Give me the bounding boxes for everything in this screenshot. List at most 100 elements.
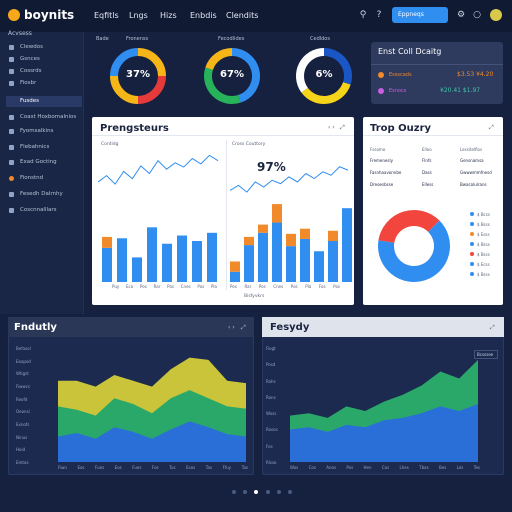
legend-label: $ Bsss — [477, 251, 490, 257]
summary-card-title: Enst Coll Dcaitg — [378, 47, 442, 56]
x-tick-label: Fos — [151, 465, 159, 470]
sidebar-item[interactable]: Gsnces — [6, 54, 82, 65]
table-row[interactable]: Fasnhaavonnbe Dass Gwwwmmfnesd — [370, 170, 492, 175]
avatar[interactable] — [490, 9, 502, 21]
sidebar-section[interactable]: Fusdes — [6, 96, 82, 107]
x-tick-label: Pla — [211, 284, 217, 289]
performance-footer: Bisfyvkrs — [244, 294, 265, 299]
row-2-dot-icon — [378, 88, 384, 94]
panel-split — [226, 140, 227, 290]
settings-icon[interactable]: ⚙ — [456, 10, 466, 20]
x-tick-label: Pos — [197, 284, 205, 289]
quality-table-header: Fssomo Elloo Lessitelflos — [370, 147, 498, 152]
bar — [314, 251, 324, 282]
bar-segment — [244, 236, 254, 246]
x-tick-label: Les — [456, 465, 464, 470]
legend-label: $ Bsss — [477, 221, 490, 227]
bar-segment — [102, 236, 112, 248]
sidebar-item[interactable]: Clewdos — [6, 42, 82, 53]
nav-item-2[interactable]: Lngs — [129, 11, 148, 20]
bar — [177, 235, 187, 282]
sidebar-item[interactable]: Exad Gocting — [6, 157, 82, 168]
line-chart-right — [230, 166, 349, 193]
frequency-y-axis: Fiogt Posd Rohs Rons Woss Rosos Fos Rlsso — [266, 346, 288, 466]
search-icon[interactable]: ⚲ — [359, 10, 367, 20]
expand-icon[interactable]: ⤢ — [340, 124, 345, 131]
bar — [258, 232, 268, 282]
sidebar-item[interactable]: Fionstnd — [6, 173, 82, 184]
bar — [272, 222, 282, 282]
y-tick-label: Woss — [266, 411, 277, 417]
expand-icon[interactable]: ⤢ — [241, 324, 246, 331]
bar — [162, 243, 172, 282]
performance-x-axis-right: Pos Rar Pos Cnes Pos Pla Fos Pos — [230, 284, 340, 289]
y-tick-label: Hoid — [16, 447, 26, 453]
donut-chart-2 — [204, 48, 260, 104]
panel-nav-icon[interactable]: ‹ › — [228, 324, 235, 331]
pager-dot[interactable] — [287, 490, 292, 494]
legend-item: $ Bsss — [470, 269, 500, 279]
sidebar-item[interactable]: Coscnnalllars — [6, 205, 82, 216]
sidebar-item[interactable]: Flebahnics — [6, 142, 82, 153]
legend-dot-icon — [470, 232, 474, 236]
donut-1-label-right: Fronenss — [126, 36, 149, 42]
bar — [147, 227, 157, 282]
summary-card — [371, 42, 503, 104]
left-chart-label: Cordidg — [101, 142, 119, 147]
donut-segment — [231, 48, 260, 103]
table-row[interactable]: Fremenesly Flnfs Gensnamsa — [370, 158, 484, 163]
legend-label: $ Bsss — [477, 241, 490, 247]
x-tick-label: Tbas — [419, 465, 429, 470]
panel-nav-icon[interactable]: ‹ › — [328, 124, 335, 131]
row-1-dot-icon — [378, 72, 384, 78]
app-logo[interactable]: boynits — [24, 8, 75, 22]
bar — [342, 208, 352, 282]
donut-segment — [323, 48, 352, 85]
sidebar-item[interactable]: Fyomsalkins — [6, 126, 82, 137]
nav-item-5[interactable]: Clendits — [226, 11, 259, 20]
primary-button-label: Eppneqs — [398, 11, 424, 18]
donut-segment — [110, 48, 139, 77]
sidebar-item[interactable]: Cossrds — [6, 66, 82, 77]
summary-row-2-label: Esnocs — [389, 88, 407, 94]
pager-dot[interactable] — [265, 490, 270, 494]
x-tick-label: Eos — [77, 465, 85, 470]
sidebar-item[interactable]: Coast Hoxbomalnios — [6, 112, 82, 123]
x-tick-label: Pla — [305, 284, 312, 289]
summary-divider — [371, 64, 503, 65]
x-tick-label: Cos — [381, 465, 390, 470]
x-tick-label: Rar — [244, 284, 252, 289]
y-tick-label: Reofd — [16, 396, 28, 402]
y-tick-label: Rons — [266, 394, 276, 400]
productivity-header — [8, 317, 254, 337]
table-row[interactable]: Dreoesbsse Elless Bwacolulrans — [370, 182, 487, 187]
y-tick-label: Ninus — [16, 434, 28, 440]
x-tick-label: Hen — [363, 465, 372, 470]
x-tick-label: Pos — [258, 284, 266, 289]
expand-icon[interactable]: ⤢ — [490, 324, 495, 331]
sidebar-item[interactable]: Fesedh Dalrnhy — [6, 189, 82, 200]
nav-item-3[interactable]: Hizs — [160, 11, 177, 20]
legend-dot-icon — [470, 252, 474, 256]
pager-dot[interactable] — [243, 490, 248, 494]
pie-slice — [378, 220, 450, 282]
pagination-dots[interactable] — [232, 490, 292, 494]
bar — [117, 238, 127, 282]
nav-item-1[interactable]: Eqfitls — [94, 11, 119, 20]
frequency-title: Fesydy — [270, 322, 310, 333]
x-tick-label: Cnes — [180, 284, 191, 289]
bar — [244, 245, 254, 282]
x-tick-label: Eco — [126, 284, 134, 289]
help-icon[interactable]: ? — [376, 10, 382, 20]
sidebar-item[interactable]: Fiosbr — [6, 78, 82, 89]
expand-icon[interactable]: ⤢ — [489, 124, 494, 131]
sidebar — [0, 32, 84, 314]
y-tick-label: Befasol — [16, 346, 31, 351]
pager-dot[interactable] — [276, 490, 281, 494]
nav-item-4[interactable]: Enbdis — [190, 11, 217, 20]
pager-dot[interactable] — [254, 490, 259, 494]
primary-button[interactable]: Eppneqs — [392, 7, 448, 23]
pager-dot[interactable] — [232, 490, 236, 494]
bar-segment — [258, 224, 268, 233]
notification-icon[interactable]: ○ — [473, 10, 481, 20]
